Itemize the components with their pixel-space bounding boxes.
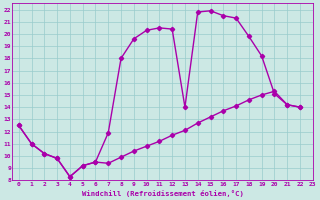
X-axis label: Windchill (Refroidissement éolien,°C): Windchill (Refroidissement éolien,°C) xyxy=(82,190,244,197)
